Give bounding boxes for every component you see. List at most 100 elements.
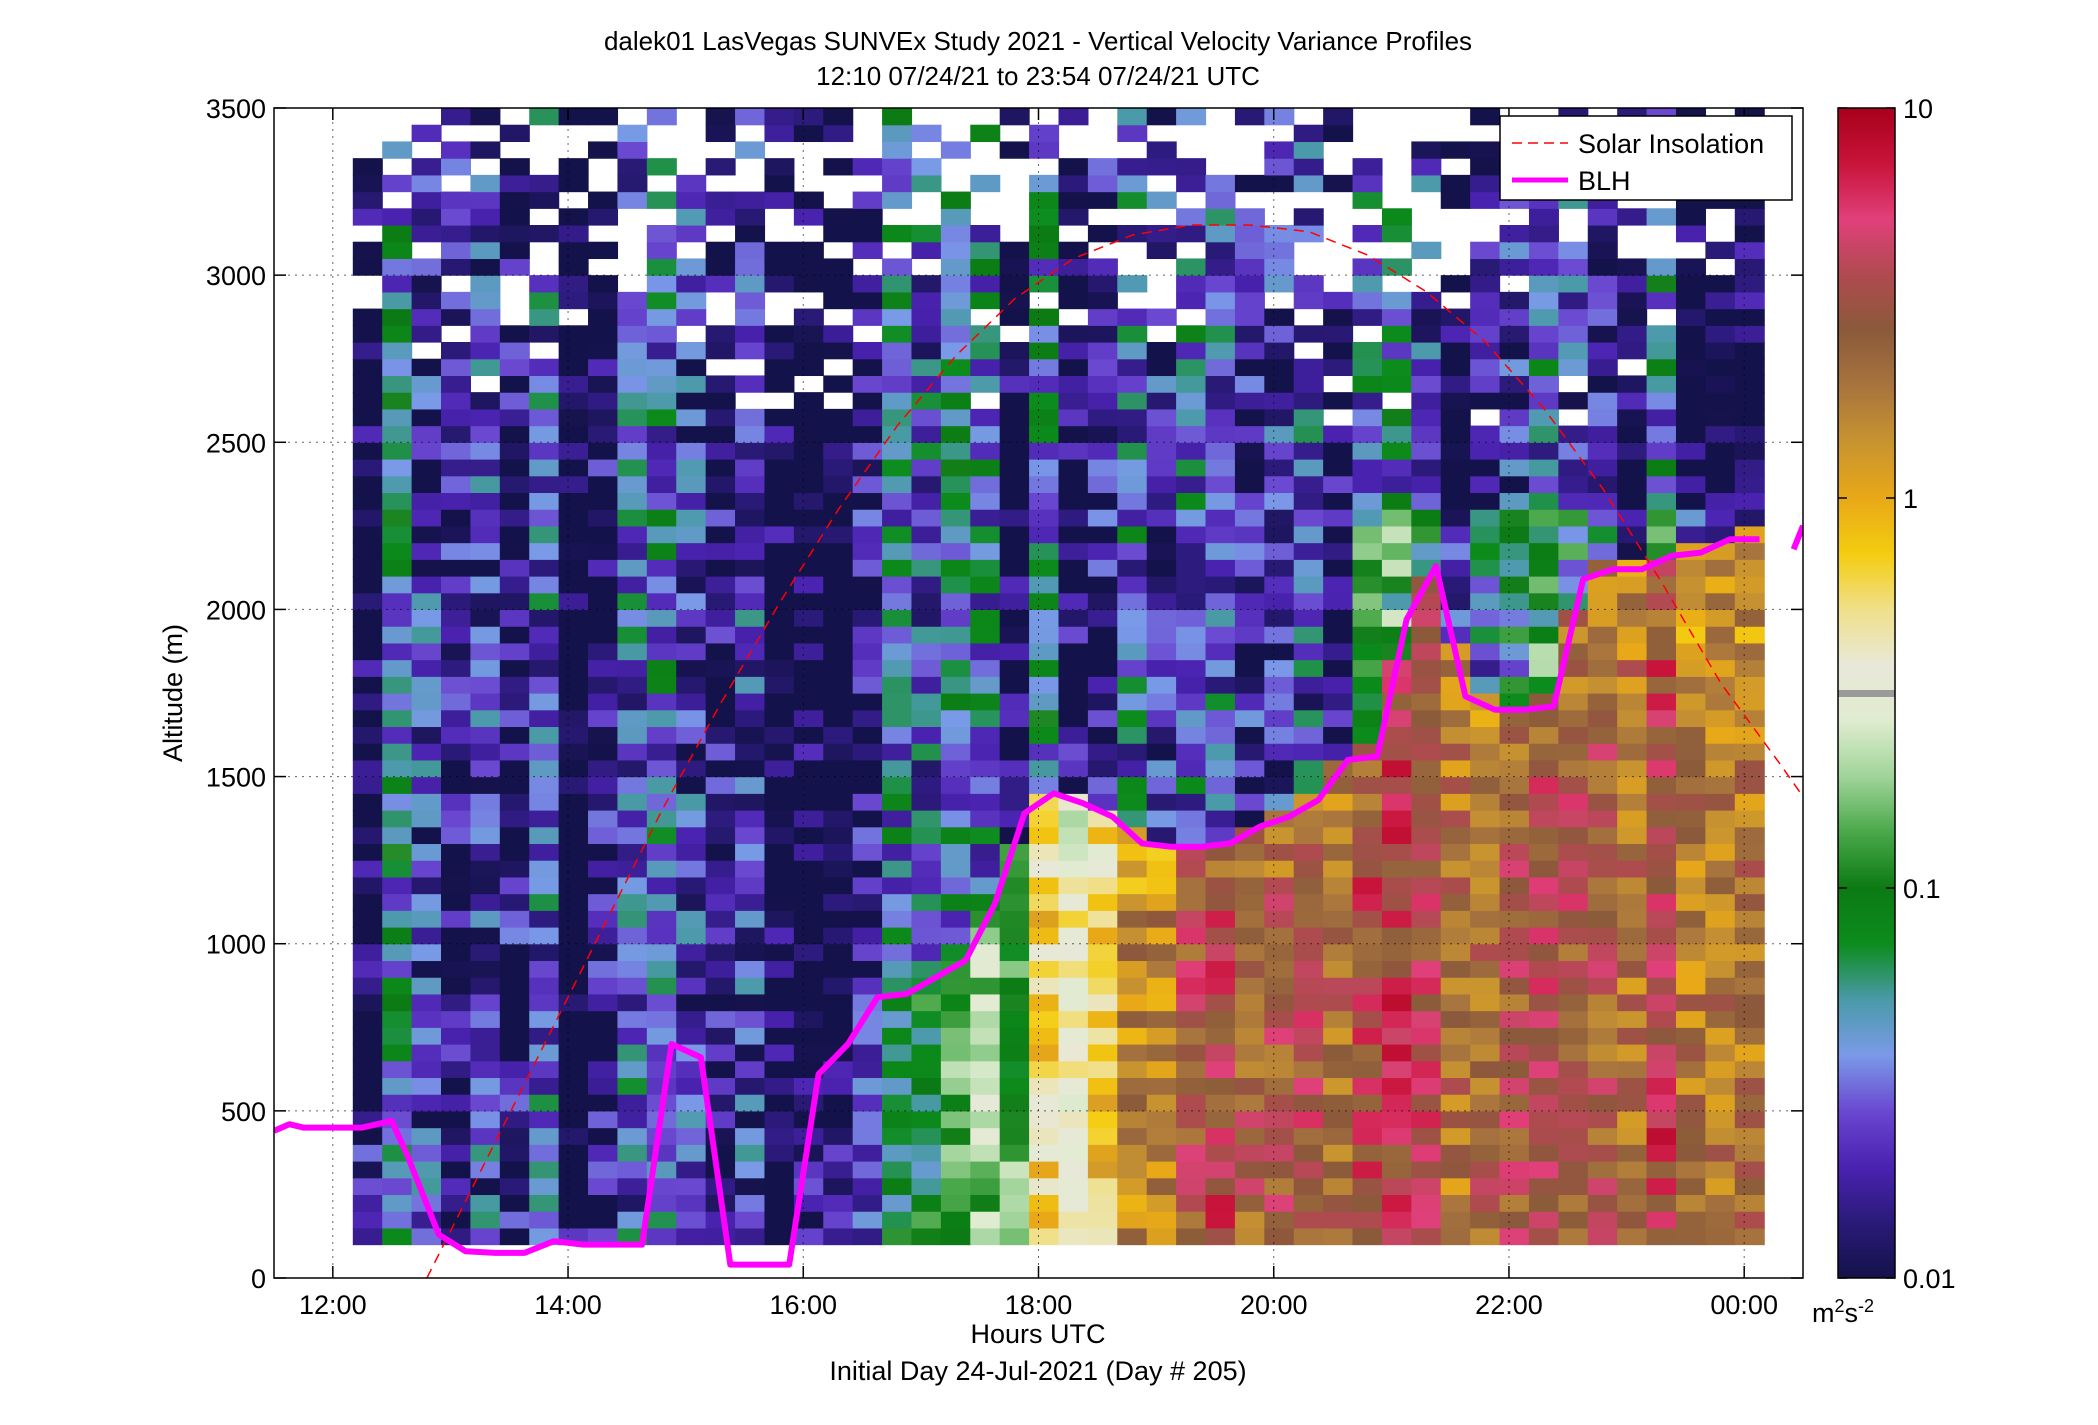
heatmap-cell bbox=[823, 676, 854, 694]
heatmap-cell bbox=[1734, 1027, 1765, 1045]
heatmap-cell bbox=[1146, 358, 1177, 377]
heatmap-cell bbox=[382, 977, 413, 995]
heatmap-cell bbox=[1087, 542, 1118, 560]
heatmap-cell bbox=[470, 442, 501, 460]
heatmap-cells bbox=[352, 108, 1765, 1246]
heatmap-cell bbox=[852, 1094, 883, 1112]
heatmap-cell bbox=[499, 659, 530, 677]
heatmap-cell bbox=[970, 943, 1001, 962]
heatmap-cell bbox=[1705, 843, 1736, 861]
heatmap-cell bbox=[1470, 993, 1501, 1012]
heatmap-cell bbox=[411, 759, 442, 778]
heatmap-cell bbox=[470, 525, 501, 544]
heatmap-cell bbox=[352, 927, 383, 945]
heatmap-cell bbox=[1617, 375, 1648, 393]
heatmap-cell bbox=[1528, 776, 1559, 794]
heatmap-cell bbox=[646, 993, 677, 1012]
heatmap-cell bbox=[1234, 275, 1265, 293]
heatmap-cell bbox=[1528, 759, 1559, 778]
heatmap-cell bbox=[735, 910, 766, 928]
heatmap-cell bbox=[999, 676, 1030, 694]
heatmap-cell bbox=[676, 776, 707, 794]
heatmap-cell bbox=[764, 475, 795, 494]
heatmap-cell bbox=[1646, 592, 1677, 611]
heatmap-cell bbox=[852, 308, 883, 326]
heatmap-cell bbox=[735, 208, 766, 226]
heatmap-cell bbox=[1117, 425, 1148, 443]
heatmap-cell bbox=[705, 542, 736, 560]
heatmap-cell bbox=[1146, 1010, 1177, 1028]
heatmap-cell bbox=[1352, 860, 1383, 878]
heatmap-cell bbox=[1264, 977, 1295, 995]
heatmap-cell bbox=[617, 375, 648, 393]
heatmap-cell bbox=[911, 843, 942, 861]
heatmap-cell bbox=[617, 1211, 648, 1229]
heatmap-cell bbox=[1264, 174, 1295, 193]
heatmap-cell bbox=[1234, 1010, 1265, 1028]
heatmap-cell bbox=[1293, 592, 1324, 611]
heatmap-cell bbox=[999, 241, 1030, 260]
heatmap-cell bbox=[382, 659, 413, 677]
heatmap-cell bbox=[1587, 442, 1618, 460]
heatmap-cell bbox=[617, 943, 648, 962]
heatmap-cell bbox=[1029, 174, 1060, 193]
heatmap-cell bbox=[793, 559, 824, 577]
heatmap-cell bbox=[1470, 425, 1501, 443]
heatmap-cell bbox=[588, 642, 619, 661]
heatmap-cell bbox=[1646, 525, 1677, 544]
heatmap-cell bbox=[705, 776, 736, 794]
heatmap-cell bbox=[1234, 793, 1265, 811]
heatmap-cell bbox=[1558, 927, 1589, 945]
heatmap-cell bbox=[764, 559, 795, 577]
heatmap-cell bbox=[1029, 676, 1060, 694]
heatmap-cell bbox=[1675, 392, 1706, 410]
heatmap-cell bbox=[1293, 1110, 1324, 1129]
heatmap-cell bbox=[1411, 860, 1442, 878]
heatmap-cell bbox=[735, 241, 766, 260]
heatmap-cell bbox=[1029, 124, 1060, 143]
heatmap-cell bbox=[1293, 709, 1324, 728]
heatmap-cell bbox=[793, 358, 824, 377]
heatmap-cell bbox=[529, 910, 560, 928]
heatmap-cell bbox=[499, 609, 530, 627]
heatmap-cell bbox=[1234, 1044, 1265, 1062]
heatmap-cell bbox=[1029, 759, 1060, 778]
heatmap-cell bbox=[470, 927, 501, 945]
heatmap-cell bbox=[646, 241, 677, 260]
heatmap-cell bbox=[1705, 659, 1736, 677]
heatmap-cell bbox=[1323, 1211, 1354, 1229]
heatmap-cell bbox=[1293, 358, 1324, 377]
heatmap-cell bbox=[882, 1060, 913, 1079]
heatmap-cell bbox=[1293, 943, 1324, 962]
heatmap-cell bbox=[1470, 659, 1501, 677]
heatmap-cell bbox=[441, 392, 472, 410]
heatmap-cell bbox=[499, 392, 530, 410]
heatmap-cell bbox=[1264, 1227, 1295, 1246]
heatmap-cell bbox=[1058, 843, 1089, 861]
heatmap-cell bbox=[735, 1127, 766, 1145]
heatmap-cell bbox=[764, 509, 795, 527]
heatmap-cell bbox=[764, 743, 795, 761]
heatmap-cell bbox=[1205, 1127, 1236, 1145]
heatmap-cell bbox=[1087, 609, 1118, 627]
heatmap-cell bbox=[940, 659, 971, 677]
heatmap-cell bbox=[1058, 943, 1089, 962]
heatmap-cell bbox=[1323, 425, 1354, 443]
heatmap-cell bbox=[352, 174, 383, 193]
heatmap-cell bbox=[1705, 876, 1736, 895]
heatmap-cell bbox=[1029, 1227, 1060, 1246]
heatmap-cell bbox=[1352, 174, 1383, 193]
heatmap-cell bbox=[558, 459, 589, 477]
heatmap-cell bbox=[1234, 108, 1265, 126]
heatmap-cell bbox=[617, 291, 648, 310]
heatmap-cell bbox=[470, 776, 501, 794]
heatmap-cell bbox=[999, 1044, 1030, 1062]
heatmap-cell bbox=[735, 709, 766, 728]
heatmap-cell bbox=[882, 342, 913, 360]
heatmap-cell bbox=[1646, 626, 1677, 644]
heatmap-cell bbox=[1117, 509, 1148, 527]
heatmap-cell bbox=[441, 308, 472, 326]
heatmap-cell bbox=[999, 1110, 1030, 1129]
heatmap-cell bbox=[1470, 776, 1501, 794]
heatmap-cell bbox=[558, 208, 589, 226]
